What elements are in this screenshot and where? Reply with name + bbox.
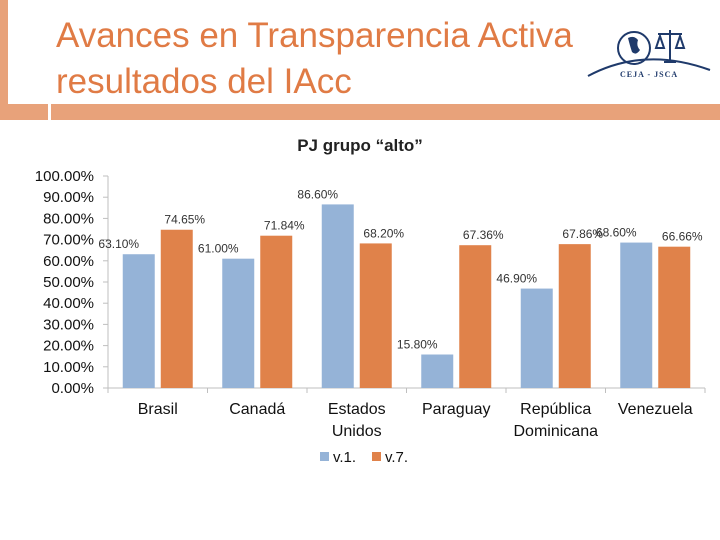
legend-swatch-v7: [372, 452, 381, 461]
y-tick-label: 30.00%: [43, 316, 94, 333]
bar-v7-2: [359, 243, 392, 388]
scales-icon: [654, 30, 686, 63]
bar-v7-5: [658, 246, 691, 388]
y-tick-label: 20.00%: [43, 338, 94, 355]
y-tick-label: 40.00%: [43, 295, 94, 312]
y-tick-label: 100.00%: [35, 168, 94, 185]
bar-chart: 0.00% 10.00% 20.00% 30.00% 40.00% 50.00% 60.00…: [35, 168, 706, 466]
x-category-label: República: [520, 401, 591, 418]
data-label: 74.65%: [164, 213, 205, 227]
data-label: 46.90%: [496, 272, 537, 286]
bar-v7-3: [459, 245, 492, 388]
bar-v1-2: [321, 204, 354, 388]
accent-bar-horizontal: [0, 104, 720, 120]
legend-label: v.7.: [385, 449, 408, 466]
x-category-label: Canadá: [229, 401, 285, 418]
data-label: 15.80%: [397, 338, 438, 352]
x-category-label: Dominicana: [514, 423, 599, 440]
data-label: 86.60%: [297, 187, 338, 201]
slide-title-line2: resultados del IAcc: [56, 62, 352, 101]
data-label: 67.36%: [463, 228, 504, 242]
data-label: 66.66%: [662, 230, 703, 244]
y-tick-label: 0.00%: [51, 380, 94, 397]
data-label: 67.86%: [562, 227, 603, 241]
logo-text: CEJA - JSCA: [620, 70, 679, 79]
x-category-label: Estados: [328, 401, 386, 418]
legend-label: v.1.: [333, 449, 356, 466]
accent-bar-white-gap: [48, 104, 51, 120]
y-tick-label: 80.00%: [43, 210, 94, 227]
accent-bar-left: [0, 0, 8, 120]
bar-v1-5: [620, 242, 653, 388]
data-label: 68.60%: [596, 226, 637, 240]
slide-title-line1: Avances en Transparencia Activa: [56, 16, 573, 55]
y-tick-label: 90.00%: [43, 189, 94, 206]
bar-v1-1: [222, 258, 255, 388]
data-label: 61.00%: [198, 242, 239, 256]
legend-swatch-v1: [320, 452, 329, 461]
data-label: 71.84%: [264, 219, 305, 233]
data-label: 63.10%: [98, 237, 139, 251]
x-category-label: Unidos: [332, 423, 382, 440]
y-tick-label: 10.00%: [43, 359, 94, 376]
y-tick-label: 60.00%: [43, 253, 94, 270]
bar-v1-3: [421, 354, 454, 388]
bar-v7-1: [260, 235, 293, 388]
x-category-label: Paraguay: [422, 401, 491, 418]
x-category-label: Brasil: [138, 401, 178, 418]
ceja-logo: [587, 18, 712, 77]
x-category-label: Venezuela: [618, 401, 693, 418]
bar-v1-0: [122, 254, 155, 388]
bar-v7-0: [160, 229, 193, 388]
y-tick-label: 50.00%: [43, 274, 94, 291]
globe-land-icon: [628, 36, 640, 54]
y-tick-label: 70.00%: [43, 232, 94, 249]
bar-v1-4: [520, 288, 553, 388]
logo-swoosh: [587, 58, 711, 77]
chart-title: PJ grupo “alto”: [297, 136, 423, 155]
bar-v7-4: [558, 244, 591, 388]
data-label: 68.20%: [363, 226, 404, 240]
